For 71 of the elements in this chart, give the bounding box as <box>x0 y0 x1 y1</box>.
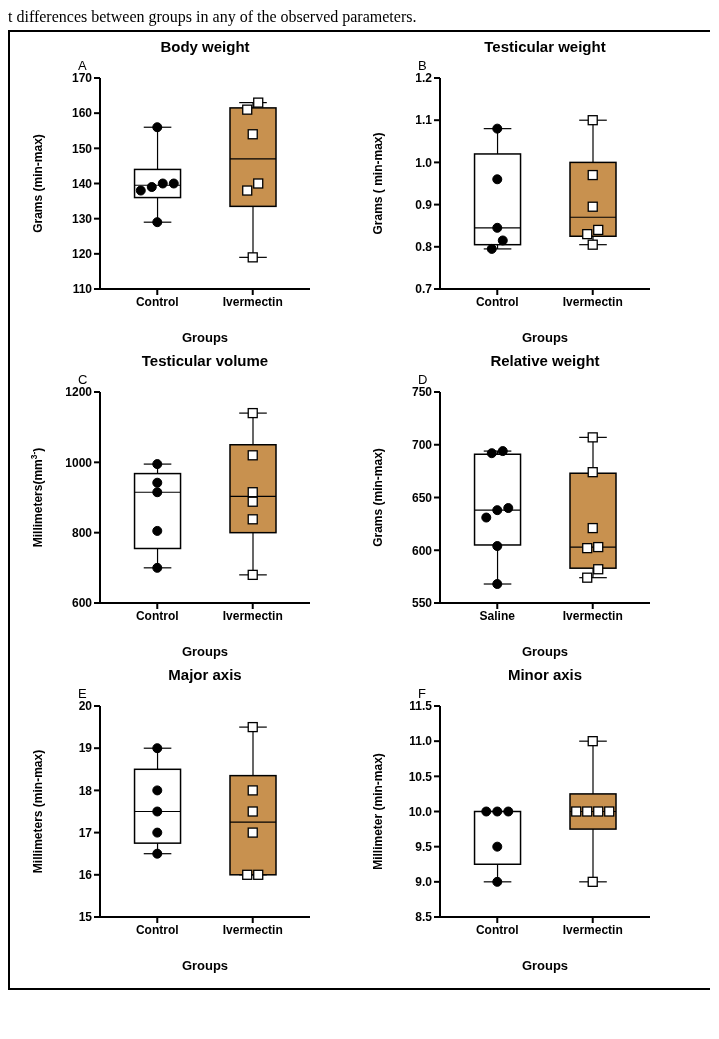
y-tick-label: 150 <box>71 141 93 156</box>
x-axis-title: Groups <box>181 958 229 973</box>
x-tick-label: Ivermectin <box>562 608 623 623</box>
y-axis-title: Grams ( min-max) <box>371 132 385 235</box>
chart-title: Testicular weight <box>484 38 606 55</box>
y-tick-label: 600 <box>411 543 433 558</box>
y-tick-label: 1.0 <box>415 155 433 170</box>
y-tick-label: 19 <box>78 741 93 756</box>
x-axis-title: Groups <box>181 644 229 659</box>
y-tick-label: 11.5 <box>409 699 433 714</box>
y-tick-label: 800 <box>71 525 93 540</box>
text: t differences between groups in any of the observed parameters. <box>8 8 418 26</box>
text: E <box>78 686 87 701</box>
text: F <box>418 686 426 701</box>
y-axis-title: Grams (min-max) <box>31 134 45 233</box>
y-tick-label: 1.1 <box>415 113 433 128</box>
y-tick-label: 18 <box>78 783 93 798</box>
text: C <box>78 372 88 387</box>
x-tick-label: Control <box>475 294 519 309</box>
y-tick-label: 16 <box>78 868 93 883</box>
y-tick-label: 1000 <box>65 455 93 470</box>
y-tick-label: 700 <box>411 438 433 453</box>
y-tick-label: 1.2 <box>415 71 433 86</box>
y-tick-label: 160 <box>71 106 93 121</box>
x-axis-title: Groups <box>181 330 229 345</box>
x-tick-label: Control <box>135 294 179 309</box>
y-axis-title: Millimeters (min-max) <box>31 749 45 874</box>
y-tick-label: 10.5 <box>408 769 433 784</box>
y-axis-title: Grams (min-max) <box>371 448 385 547</box>
chart-title: Minor axis <box>507 666 583 683</box>
y-axis-title: Millimeter (min-max) <box>371 753 385 870</box>
chart-title: Relative weight <box>490 352 600 369</box>
x-tick-label: Control <box>135 608 179 623</box>
y-tick-label: 170 <box>71 71 93 86</box>
x-tick-label: Saline <box>479 608 516 623</box>
x-tick-label: Ivermectin <box>222 294 283 309</box>
x-axis-title: Groups <box>521 958 569 973</box>
y-tick-label: 9.0 <box>415 875 433 890</box>
chart-title: Major axis <box>168 666 242 683</box>
x-axis-title: Groups <box>521 330 569 345</box>
y-tick-label: 110 <box>72 282 93 297</box>
y-tick-label: 550 <box>411 596 433 611</box>
y-tick-label: 1200 <box>65 385 93 400</box>
x-tick-label: Ivermectin <box>222 608 283 623</box>
x-tick-label: Ivermectin <box>562 922 623 937</box>
y-tick-label: 120 <box>71 247 93 262</box>
x-tick-label: Control <box>475 922 519 937</box>
y-tick-label: 600 <box>71 596 93 611</box>
y-tick-label: 650 <box>411 490 433 505</box>
y-tick-label: 15 <box>78 910 93 925</box>
x-axis-title: Groups <box>521 644 569 659</box>
y-tick-label: 11.0 <box>409 734 433 749</box>
x-tick-label: Ivermectin <box>222 922 283 937</box>
y-tick-label: 9.5 <box>415 839 433 854</box>
text: D <box>418 372 428 387</box>
y-tick-label: 0.7 <box>415 282 433 297</box>
y-tick-label: 0.8 <box>415 240 433 255</box>
text: B <box>418 58 427 73</box>
y-tick-label: 20 <box>78 699 93 714</box>
y-tick-label: 140 <box>71 176 93 191</box>
x-tick-label: Control <box>135 922 179 937</box>
chart-title: Testicular volume <box>141 352 269 369</box>
chart-title: Body weight <box>160 38 250 55</box>
y-tick-label: 750 <box>411 385 433 400</box>
y-tick-label: 130 <box>71 211 93 226</box>
text: A <box>78 58 87 73</box>
y-tick-label: 8.5 <box>415 910 433 925</box>
y-tick-label: 0.9 <box>415 197 433 212</box>
y-tick-label: 10.0 <box>408 804 433 819</box>
x-tick-label: Ivermectin <box>562 294 623 309</box>
y-tick-label: 17 <box>78 825 93 840</box>
